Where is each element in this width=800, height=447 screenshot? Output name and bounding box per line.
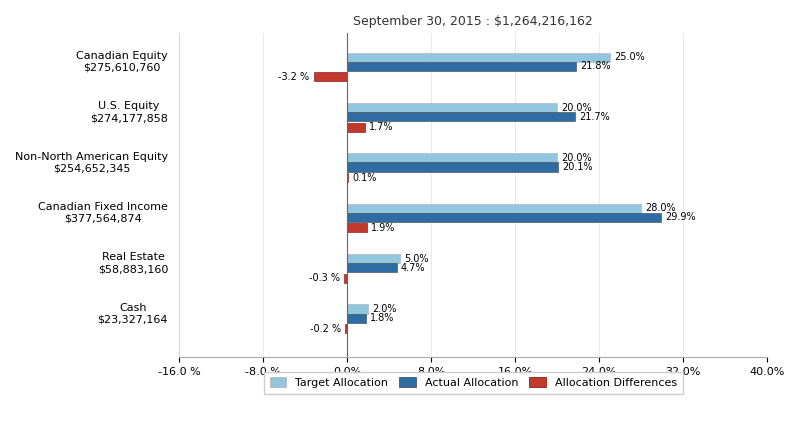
Bar [347, 112, 575, 121]
Text: 5.0%: 5.0% [404, 253, 429, 264]
Bar [347, 254, 400, 263]
Text: -0.3 %: -0.3 % [309, 273, 340, 283]
Text: 2.0%: 2.0% [373, 304, 397, 314]
Bar [344, 274, 347, 283]
Text: 4.7%: 4.7% [401, 263, 426, 273]
Bar [347, 304, 368, 313]
Text: 21.8%: 21.8% [580, 61, 611, 72]
Text: 28.0%: 28.0% [646, 203, 676, 213]
Bar [347, 53, 610, 62]
Text: 25.0%: 25.0% [614, 52, 645, 62]
Text: 1.9%: 1.9% [371, 223, 396, 233]
Bar [347, 224, 367, 232]
Text: 1.7%: 1.7% [370, 122, 394, 132]
Title: September 30, 2015 : $1,264,216,162: September 30, 2015 : $1,264,216,162 [354, 15, 593, 28]
Text: 0.1%: 0.1% [353, 173, 377, 182]
Bar [347, 263, 397, 272]
Bar [347, 153, 558, 162]
Bar [347, 213, 662, 222]
Bar [347, 122, 365, 132]
Bar [347, 103, 558, 112]
Text: 20.0%: 20.0% [562, 103, 592, 113]
Bar [347, 313, 366, 323]
Text: -3.2 %: -3.2 % [278, 72, 310, 82]
Bar [347, 162, 558, 172]
Bar [347, 62, 576, 71]
Text: 21.7%: 21.7% [579, 112, 610, 122]
Legend: Target Allocation, Actual Allocation, Allocation Differences: Target Allocation, Actual Allocation, Al… [264, 372, 682, 393]
Text: 20.1%: 20.1% [562, 162, 593, 172]
Bar [314, 72, 347, 81]
Text: -0.2 %: -0.2 % [310, 324, 341, 333]
Text: 29.9%: 29.9% [666, 212, 696, 222]
Text: 1.8%: 1.8% [370, 313, 394, 323]
Bar [345, 324, 347, 333]
Text: 20.0%: 20.0% [562, 153, 592, 163]
Bar [347, 173, 348, 182]
Bar [347, 204, 642, 213]
